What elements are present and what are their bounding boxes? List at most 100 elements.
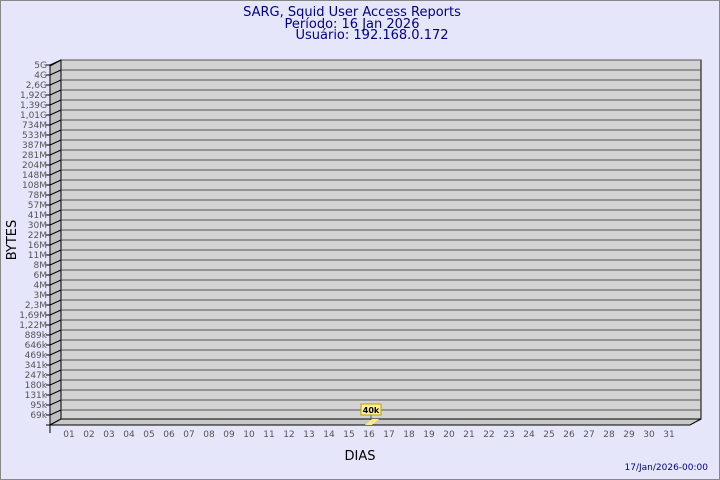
y-tick-label: 281M xyxy=(22,151,47,161)
y-tick-depth xyxy=(49,239,62,246)
x-tick-label: 10 xyxy=(243,430,255,440)
x-tick-label: 26 xyxy=(563,430,575,440)
y-tick-label: 41M xyxy=(28,211,47,221)
y-tick-depth xyxy=(49,349,62,356)
y-tick-depth xyxy=(49,139,62,146)
x-tick-label: 07 xyxy=(183,430,194,440)
y-tick-depth xyxy=(49,169,62,176)
y-tick-depth xyxy=(49,319,62,326)
y-tick-depth xyxy=(49,219,62,226)
x-tick-label: 04 xyxy=(123,430,135,440)
x-tick-label: 17 xyxy=(383,430,394,440)
x-tick-label: 29 xyxy=(623,430,635,440)
y-tick-label: 204M xyxy=(22,161,47,171)
x-tick-label: 08 xyxy=(203,430,215,440)
y-tick-label: 6M xyxy=(34,271,48,281)
y-tick-label: 148M xyxy=(22,171,47,181)
footer-timestamp: 17/Jan/2026-00:00 xyxy=(625,463,709,473)
y-tick-depth xyxy=(49,259,62,266)
bar-value-label: 40k xyxy=(363,406,380,415)
y-tick-depth xyxy=(49,209,62,216)
x-tick-label: 19 xyxy=(423,430,435,440)
y-tick-depth xyxy=(49,89,62,96)
x-tick-label: 13 xyxy=(303,430,314,440)
y-tick-depth xyxy=(49,269,62,276)
y-tick-depth xyxy=(49,69,62,76)
y-tick-label: 2,3M xyxy=(25,301,47,311)
y-tick-label: 22M xyxy=(28,231,47,241)
y-tick-depth xyxy=(49,99,62,106)
x-tick-label: 14 xyxy=(323,430,335,440)
y-tick-depth xyxy=(49,279,62,286)
y-tick-depth xyxy=(49,59,62,66)
x-tick-label: 27 xyxy=(583,430,594,440)
y-tick-label: 16M xyxy=(28,241,47,251)
y-tick-label: 78M xyxy=(28,191,47,201)
chart-user: Usuário: 192.168.0.172 xyxy=(295,28,448,43)
x-tick-label: 06 xyxy=(163,430,175,440)
y-tick-label: 1,92G xyxy=(20,91,47,101)
y-tick-label: 646k xyxy=(25,341,48,351)
x-tick-label: 11 xyxy=(263,430,274,440)
y-tick-depth xyxy=(49,329,62,336)
y-tick-depth xyxy=(49,79,62,86)
y-tick-label: 2,6G xyxy=(26,81,47,91)
y-tick-depth xyxy=(49,179,62,186)
y-tick-label: 1,01G xyxy=(20,111,47,121)
y-tick-label: 734M xyxy=(22,121,47,131)
y-tick-label: 533M xyxy=(22,131,47,141)
x-tick-label: 20 xyxy=(443,430,455,440)
y-tick-label: 3M xyxy=(34,291,48,301)
y-tick-label: 30M xyxy=(28,221,47,231)
y-tick-label: 69k xyxy=(30,411,47,421)
y-tick-label: 469k xyxy=(25,351,48,361)
x-tick-label: 24 xyxy=(523,430,535,440)
y-tick-label: 247k xyxy=(25,371,48,381)
chart-title: SARG, Squid User Access Reports xyxy=(243,5,461,20)
y-tick-depth xyxy=(49,309,62,316)
y-tick-depth xyxy=(49,339,62,346)
y-tick-depth xyxy=(49,389,62,396)
x-tick-label: 01 xyxy=(63,430,74,440)
y-tick-depth xyxy=(49,299,62,306)
y-tick-label: 341k xyxy=(25,361,48,371)
x-tick-label: 22 xyxy=(483,430,494,440)
x-tick-label: 15 xyxy=(343,430,354,440)
y-tick-label: 131k xyxy=(25,391,48,401)
x-tick-label: 30 xyxy=(643,430,655,440)
x-tick-label: 09 xyxy=(223,430,235,440)
y-tick-label: 1,39G xyxy=(20,101,47,111)
y-tick-depth xyxy=(49,129,62,136)
y-tick-label: 108M xyxy=(22,181,47,191)
y-tick-depth xyxy=(49,249,62,256)
bar-label-box xyxy=(360,403,382,416)
y-tick-depth xyxy=(49,409,62,416)
y-tick-label: 1,69M xyxy=(19,311,47,321)
x-axis-label: DIAS xyxy=(345,449,376,464)
y-tick-label: 11M xyxy=(28,251,47,261)
chart-period: Período: 16 Jan 2026 xyxy=(285,17,420,32)
bar xyxy=(365,419,379,425)
y-tick-depth xyxy=(49,369,62,376)
y-tick-depth xyxy=(49,379,62,386)
y-tick-label: 95k xyxy=(30,401,47,411)
y-tick-depth xyxy=(49,159,62,166)
x-tick-label: 02 xyxy=(83,430,94,440)
y-tick-label: 8M xyxy=(34,261,48,271)
y-tick-label: 4G xyxy=(34,71,47,81)
y-tick-depth xyxy=(49,189,62,196)
x-tick-label: 05 xyxy=(143,430,154,440)
x-tick-label: 25 xyxy=(543,430,554,440)
y-tick-label: 889k xyxy=(25,331,48,341)
y-axis-label: BYTES xyxy=(5,220,20,261)
y-tick-label: 1,22M xyxy=(19,321,47,331)
x-tick-label: 18 xyxy=(403,430,415,440)
y-tick-depth xyxy=(49,149,62,156)
y-tick-depth xyxy=(49,289,62,296)
y-tick-label: 57M xyxy=(28,201,47,211)
y-tick-depth xyxy=(49,229,62,236)
x-tick-label: 23 xyxy=(503,430,514,440)
y-tick-label: 180k xyxy=(25,381,48,391)
y-tick-depth xyxy=(49,109,62,116)
